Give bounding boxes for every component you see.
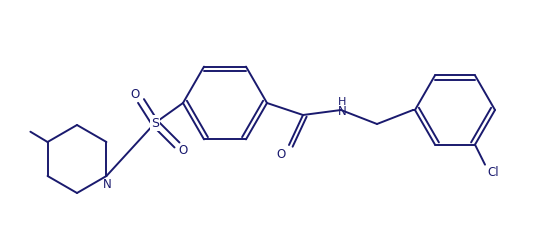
Text: N: N [337, 105, 346, 118]
Text: N: N [103, 177, 112, 190]
Text: H: H [338, 97, 346, 106]
Text: S: S [151, 117, 159, 130]
Text: O: O [131, 88, 140, 101]
Text: O: O [179, 144, 188, 157]
Text: Cl: Cl [487, 165, 499, 178]
Text: O: O [277, 147, 286, 160]
